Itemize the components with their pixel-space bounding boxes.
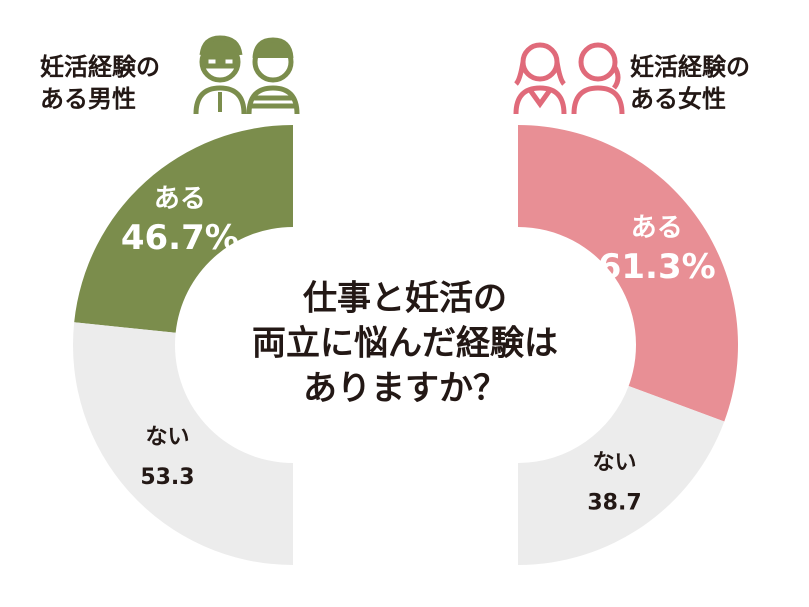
value-label: 46.7% [121, 218, 239, 258]
category-label: ない [145, 425, 189, 450]
question-line: 両立に悩んだ経験は [252, 324, 558, 364]
segment [74, 125, 294, 333]
segment [518, 386, 725, 565]
chart-title: 妊活経験の [630, 53, 750, 81]
chart-title: 妊活経験の [40, 53, 160, 81]
value-label: 53.3 [140, 465, 194, 490]
question-line: ありますか？ [303, 369, 507, 409]
category-label: ある [154, 184, 206, 214]
male-icons [193, 35, 300, 115]
female-icons [513, 42, 625, 115]
segment [518, 125, 738, 422]
question-line: 仕事と妊活の [303, 279, 507, 319]
category-label: ない [593, 451, 637, 476]
chart-title: ある男性 [40, 85, 136, 113]
value-label: 38.7 [587, 491, 641, 516]
category-label: ある [631, 213, 683, 243]
segment [72, 322, 293, 565]
value-label: 61.3% [598, 247, 716, 287]
chart-title: ある女性 [630, 85, 726, 113]
